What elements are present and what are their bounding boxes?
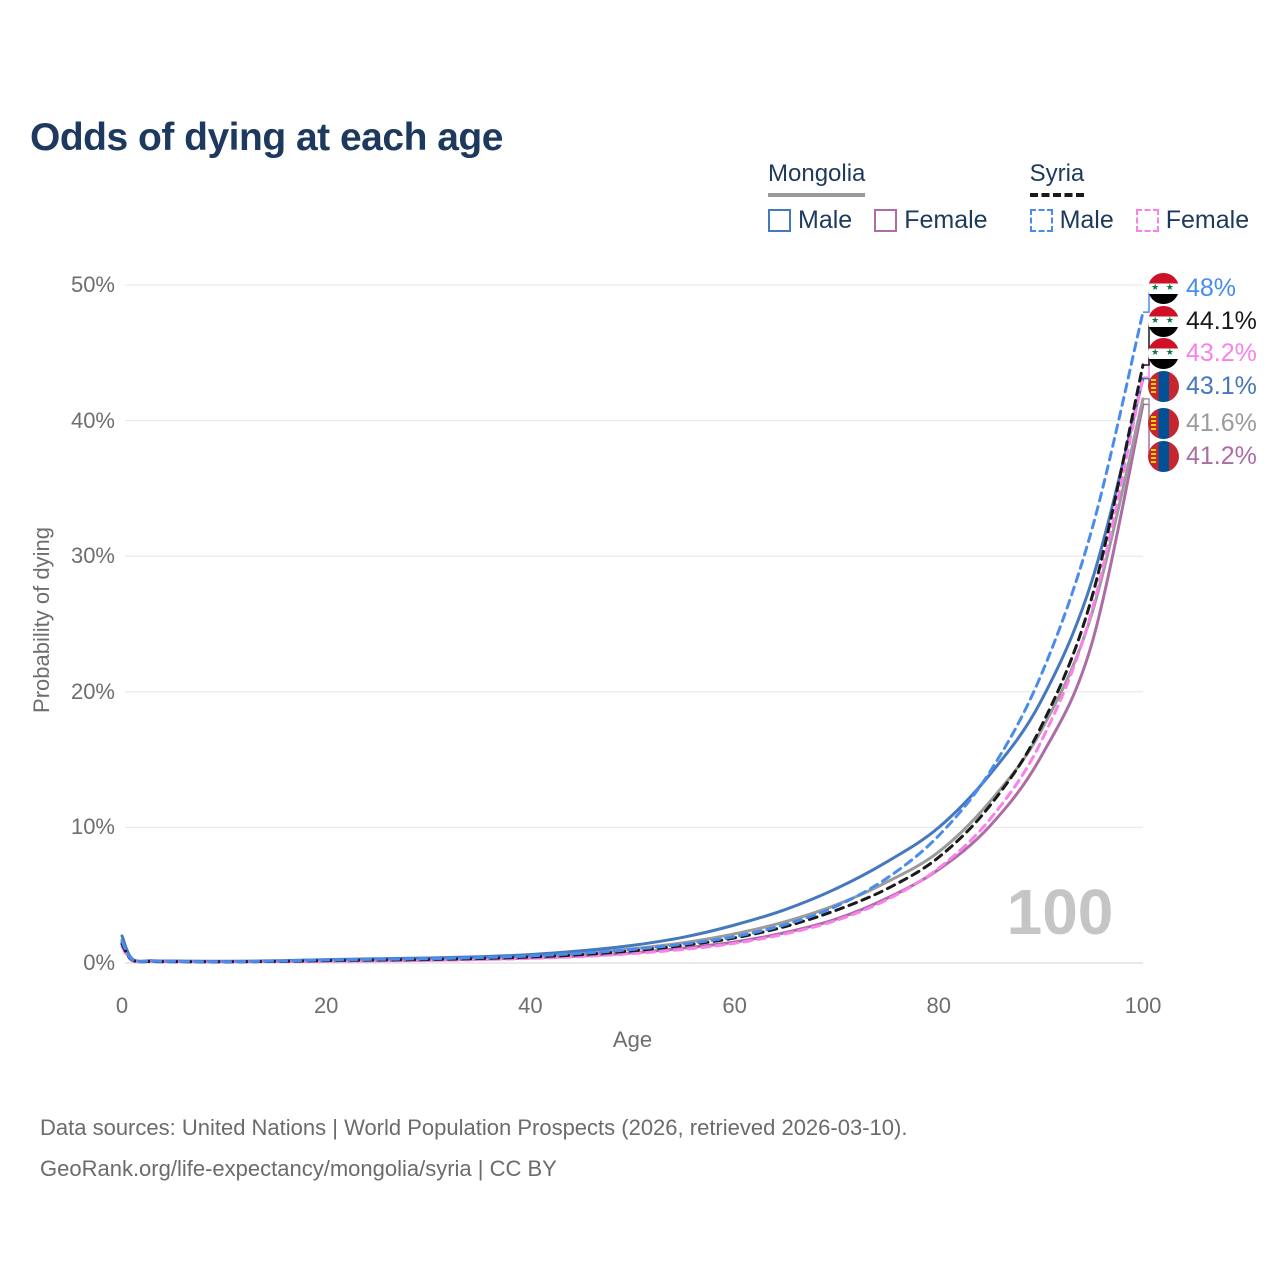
syria-flag-icon: ★ ★ — [1148, 272, 1179, 304]
end-label-syria-male: ★ ★ 48% — [1148, 272, 1236, 304]
syria-flag-icon: ★ ★ — [1148, 337, 1179, 369]
line-syria-both — [120, 363, 1145, 964]
legend-country-mongolia[interactable]: Mongolia — [768, 160, 866, 197]
legend-item-label: Female — [1165, 206, 1250, 234]
legend: Mongolia Male Female Syria Male Female — [768, 160, 1249, 235]
end-label-syria-female: ★ ★ 43.2% — [1148, 337, 1257, 369]
mongolia-flag-icon — [1148, 440, 1179, 472]
x-axis-title: Age — [612, 1027, 653, 1052]
hover-age-watermark: 100 — [1006, 876, 1114, 948]
y-tick-label: 40% — [70, 407, 115, 433]
legend-swatch — [1135, 209, 1159, 232]
legend-item-label: Male — [798, 206, 853, 234]
footer-attribution: Data sources: United Nations | World Pop… — [40, 1108, 907, 1189]
syria-stars: ★ ★ — [1151, 282, 1176, 293]
legend-item-syria-female[interactable]: Female — [1135, 206, 1250, 235]
end-label-value: 44.1% — [1186, 306, 1257, 335]
legend-swatch — [1029, 209, 1053, 232]
x-tick-label: 60 — [722, 993, 747, 1018]
syria-flag-icon: ★ ★ — [1148, 305, 1179, 337]
legend-swatch — [768, 209, 791, 232]
soyombo-symbol — [1151, 415, 1156, 431]
end-label-mongolia-both: 41.6% — [1148, 407, 1257, 439]
legend-item-syria-male[interactable]: Male — [1029, 206, 1114, 235]
soyombo-symbol — [1151, 448, 1156, 464]
end-label-value: 43.2% — [1186, 338, 1257, 367]
mongolia-flag-icon — [1148, 370, 1179, 402]
x-tick-label: 20 — [313, 993, 339, 1018]
legend-item-mongolia-male[interactable]: Male — [768, 206, 852, 235]
end-label-value: 41.2% — [1186, 441, 1257, 470]
y-tick-label: 30% — [70, 543, 115, 569]
y-tick-label: 20% — [70, 678, 115, 704]
x-tick-label: 0 — [115, 993, 129, 1018]
mongolia-flag-icon — [1148, 407, 1179, 439]
end-label-value: 43.1% — [1186, 371, 1257, 400]
legend-swatch — [874, 209, 898, 232]
x-tick-label: 80 — [926, 993, 952, 1018]
legend-group-mongolia: Mongolia Male Female — [768, 160, 988, 235]
y-tick-label: 50% — [70, 272, 115, 297]
y-axis-title: Probability of dying — [29, 527, 54, 713]
end-label-value: 48% — [1186, 273, 1237, 302]
soyombo-symbol — [1151, 378, 1156, 394]
end-label-mongolia-female: 41.2% — [1148, 440, 1257, 472]
legend-group-syria: Syria Male Female — [1029, 160, 1250, 235]
y-tick-label: 0% — [83, 950, 115, 975]
syria-stars: ★ ★ — [1151, 315, 1176, 326]
footer-line-datasources: Data sources: United Nations | World Pop… — [40, 1115, 908, 1140]
y-tick-label: 10% — [70, 814, 115, 840]
footer-line-url: GeoRank.org/life-expectancy/mongolia/syr… — [40, 1155, 557, 1181]
page-title: Odds of dying at each age — [30, 116, 503, 160]
line-syria-male — [120, 310, 1145, 964]
legend-item-label: Male — [1059, 206, 1114, 234]
line-syria-female — [120, 375, 1145, 964]
end-label-value: 41.6% — [1186, 408, 1257, 437]
line-mongolia-male — [120, 377, 1145, 963]
x-tick-label: 100 — [1124, 993, 1162, 1018]
syria-stars: ★ ★ — [1151, 347, 1176, 358]
end-label-mongolia-male: 43.1% — [1148, 370, 1257, 402]
legend-country-syria[interactable]: Syria — [1029, 160, 1085, 197]
x-tick-label: 40 — [518, 993, 543, 1018]
end-label-syria-both: ★ ★ 44.1% — [1148, 305, 1257, 337]
legend-item-mongolia-female[interactable]: Female — [874, 206, 988, 235]
legend-item-label: Female — [904, 206, 988, 234]
